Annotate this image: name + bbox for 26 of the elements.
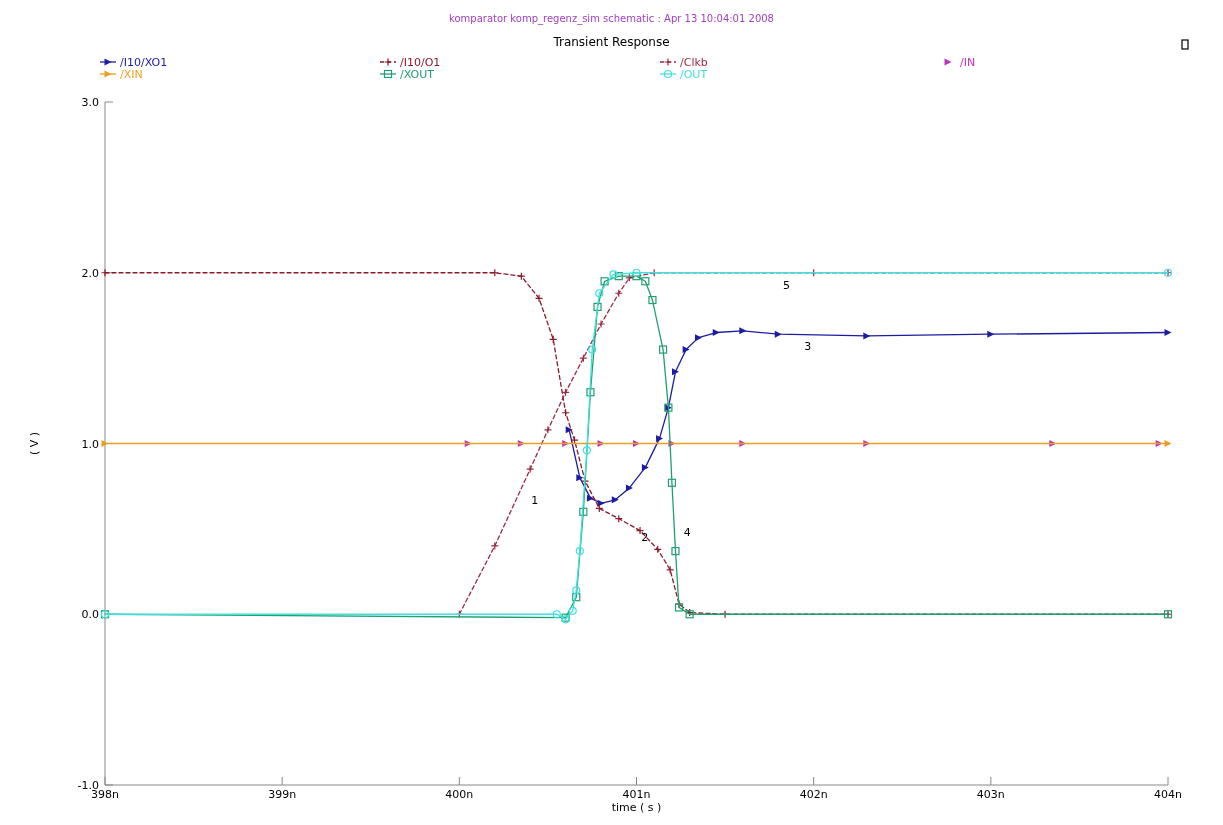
annotation: 3 xyxy=(804,340,812,354)
chart-subtitle: komparator komp_regenz_sim schematic : Apr 13 10:04:01 2008 xyxy=(449,13,774,25)
x-axis-title: time ( s ) xyxy=(611,801,662,814)
x-tick-label: 400n xyxy=(445,788,474,801)
legend-label: /IN xyxy=(960,56,976,69)
y-tick-label: 0.0 xyxy=(81,608,99,622)
x-tick-label: 402n xyxy=(799,788,828,801)
y-tick-label: 1.0 xyxy=(81,437,99,451)
legend-label: /XIN xyxy=(120,68,143,81)
x-tick-label: 403n xyxy=(976,788,1005,801)
annotation: 4 xyxy=(683,526,691,540)
chart-title: Transient Response xyxy=(552,35,670,49)
y-tick-label: 3.0 xyxy=(81,96,99,109)
legend-label: /I10/O1 xyxy=(400,56,441,69)
annotation: 1 xyxy=(531,493,539,507)
annotation: 5 xyxy=(782,278,790,292)
x-tick-label: 404n xyxy=(1154,788,1183,801)
legend-label: /OUT xyxy=(680,68,708,81)
x-tick-label: 401n xyxy=(622,788,651,801)
x-tick-label: 399n xyxy=(268,788,297,801)
legend-label: /I10/XO1 xyxy=(120,56,168,69)
legend-label: /XOUT xyxy=(400,68,435,81)
legend-label: /Clkb xyxy=(680,56,708,69)
y-tick-label: 2.0 xyxy=(81,266,99,280)
annotation: 2 xyxy=(641,531,649,545)
y-axis-title: ( V ) xyxy=(28,431,41,456)
